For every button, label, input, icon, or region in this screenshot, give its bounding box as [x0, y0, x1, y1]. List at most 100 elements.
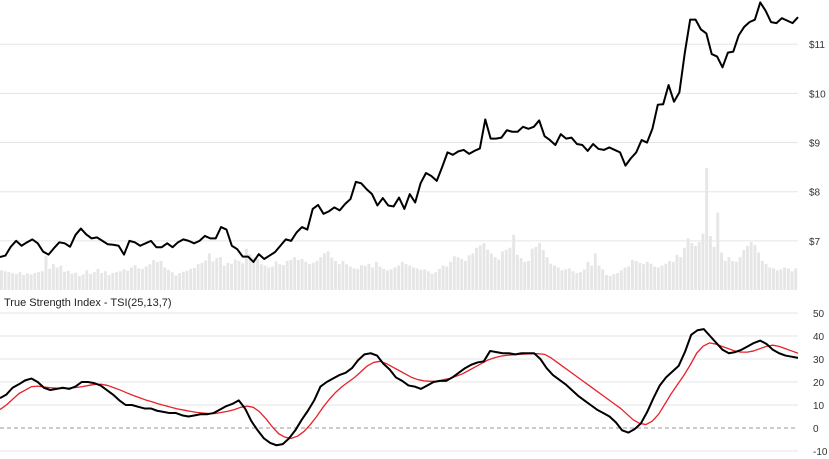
volume-bar: [712, 246, 716, 290]
volume-bar: [352, 268, 356, 290]
volume-bar: [694, 245, 697, 290]
indicator-tick-label: 30: [813, 355, 825, 366]
volume-bar: [634, 260, 638, 290]
volume-bar: [115, 272, 118, 290]
volume-bar: [226, 262, 230, 290]
volume-bar: [441, 265, 445, 290]
indicator-tick-label: -10: [813, 447, 828, 458]
volume-bar: [393, 267, 397, 290]
volume-bar: [452, 256, 456, 290]
volume-bar: [682, 247, 686, 290]
volume-bar: [456, 257, 460, 290]
volume-bar: [300, 259, 304, 290]
volume-bar: [426, 271, 430, 290]
volume-bar: [274, 261, 278, 290]
indicator-tick-label: 20: [813, 378, 825, 389]
volume-bar: [96, 268, 100, 290]
volume-bar: [512, 234, 516, 290]
volume-bar: [193, 267, 196, 290]
volume-bar: [534, 246, 538, 290]
volume-bar: [55, 267, 59, 290]
volume-bar: [174, 275, 178, 290]
price-series: [0, 1, 799, 263]
volume-bar: [430, 273, 434, 290]
volume-bar: [720, 252, 723, 290]
volume-bar: [103, 271, 107, 290]
volume-bar: [37, 272, 41, 290]
volume-bar: [630, 259, 634, 290]
volume-bar: [371, 267, 375, 290]
volume-bar: [656, 267, 660, 290]
volume-bar: [85, 270, 89, 290]
volume-bar: [478, 245, 482, 290]
volume-bar: [204, 260, 208, 290]
volume-bar: [241, 263, 245, 290]
volume-bar: [768, 267, 772, 290]
volume-bar: [345, 264, 349, 290]
volume-bar: [163, 267, 167, 290]
volume-bar: [48, 268, 52, 290]
volume-bar: [334, 260, 337, 290]
volume-bar: [189, 268, 193, 290]
volume-bar: [152, 259, 156, 290]
volume-bar: [679, 257, 683, 290]
indicator-title: True Strength Index - TSI(25,13,7): [4, 297, 172, 309]
volume-bar: [504, 249, 508, 290]
volume-bar: [304, 261, 308, 290]
volume-bar: [181, 271, 185, 290]
volume-bar: [44, 256, 48, 290]
price-tick-label: $11: [809, 40, 825, 51]
volume-bar: [40, 271, 44, 290]
volume-bar: [593, 253, 597, 290]
volume-bar: [66, 270, 70, 290]
volume-bar: [118, 271, 122, 290]
volume-bar: [137, 268, 141, 290]
volume-bar: [772, 268, 775, 290]
volume-bar: [22, 274, 26, 290]
volume-bar: [155, 261, 159, 290]
volume-bar: [382, 268, 386, 290]
volume-bar: [571, 271, 575, 290]
volume-bar: [790, 271, 794, 290]
volume-bar: [81, 274, 85, 290]
volume-bar: [237, 260, 241, 290]
volume-bar: [244, 248, 248, 290]
volume-bar: [315, 260, 319, 290]
volume-bar: [597, 265, 601, 290]
volume-bar: [437, 268, 441, 290]
volume-bar: [579, 272, 582, 290]
volume-bar: [33, 273, 37, 290]
volume-bar: [749, 242, 753, 290]
volume-bar: [337, 264, 341, 290]
volume-bar: [293, 257, 297, 290]
volume-bar: [623, 267, 627, 290]
volume-bar: [794, 268, 798, 290]
volume-bar: [270, 266, 274, 290]
volume-bar: [308, 264, 311, 290]
volume-bar: [501, 251, 504, 290]
volume-bar: [567, 268, 571, 290]
volume-bar: [705, 168, 709, 290]
volume-bar: [757, 252, 761, 290]
volume-bar: [263, 265, 267, 290]
indicator-series: [0, 328, 799, 447]
volume-bar: [545, 257, 549, 290]
volume-bar: [612, 274, 616, 290]
volume-bar: [449, 261, 453, 290]
volume-bar: [746, 245, 749, 290]
volume-bar: [582, 269, 586, 290]
price-line: [0, 1, 799, 263]
volume-bar: [471, 253, 475, 290]
volume-bar: [148, 264, 152, 290]
volume-bar: [668, 260, 671, 290]
volume-bar: [122, 269, 126, 290]
volume-bar: [207, 253, 211, 290]
volume-bar: [330, 257, 334, 290]
volume-bar: [460, 259, 464, 290]
volume-bar: [400, 261, 404, 290]
volume-bar: [519, 258, 523, 290]
volume-bar: [285, 260, 289, 290]
volume-bar: [230, 263, 234, 290]
volume-bar: [11, 273, 15, 290]
